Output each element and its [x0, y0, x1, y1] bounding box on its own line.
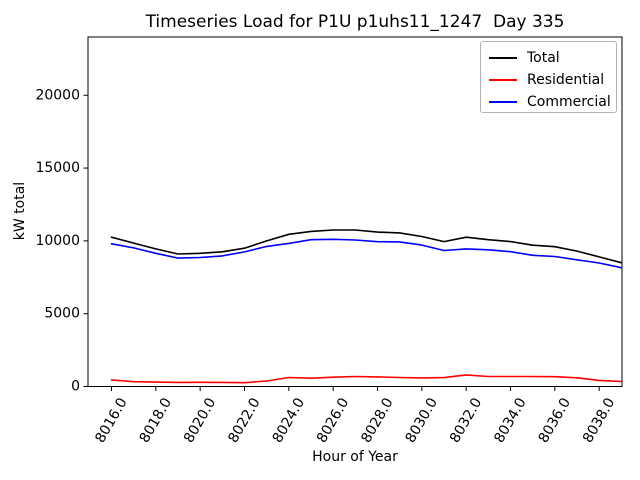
x-tick-label: 8038.0: [580, 395, 618, 445]
y-tick-label: 20000: [35, 87, 80, 103]
x-tick-label: 8024.0: [270, 395, 308, 445]
x-tick-label: 8032.0: [447, 395, 485, 445]
x-tick-label: 8020.0: [181, 395, 219, 445]
x-tick-label: 8022.0: [225, 395, 263, 445]
x-tick-label: 8028.0: [358, 395, 396, 445]
legend-label-total: Total: [527, 50, 560, 66]
chart-title: Timeseries Load for P1U p1uhs11_1247 Day…: [145, 12, 565, 32]
legend-label-residential: Residential: [527, 72, 605, 88]
y-tick-label: 10000: [35, 233, 80, 249]
legend-entry-total: Total: [489, 47, 616, 69]
y-tick-label: 0: [71, 379, 80, 395]
series-line-residential: [110, 374, 623, 384]
x-tick-label: 8026.0: [314, 395, 352, 445]
y-tick-label: 15000: [35, 160, 80, 176]
legend-label-commercial: Commercial: [527, 94, 611, 110]
series-line-commercial: [110, 238, 623, 269]
legend-entry-residential: Residential: [489, 69, 616, 91]
x-axis-label: Hour of Year: [312, 449, 398, 465]
x-tick-label: 8030.0: [403, 395, 441, 445]
x-tick-label: 8036.0: [536, 395, 574, 445]
series-line-total: [110, 229, 623, 264]
legend: Total Residential Commercial: [480, 41, 617, 113]
x-tick-label: 8018.0: [137, 395, 175, 445]
x-tick-label: 8016.0: [92, 395, 130, 445]
total-line-swatch: [489, 57, 517, 59]
residential-line-swatch: [489, 79, 517, 81]
y-tick-label: 5000: [44, 306, 80, 322]
commercial-line-swatch: [489, 101, 517, 103]
legend-entry-commercial: Commercial: [489, 91, 616, 113]
x-tick-label: 8034.0: [491, 395, 529, 445]
